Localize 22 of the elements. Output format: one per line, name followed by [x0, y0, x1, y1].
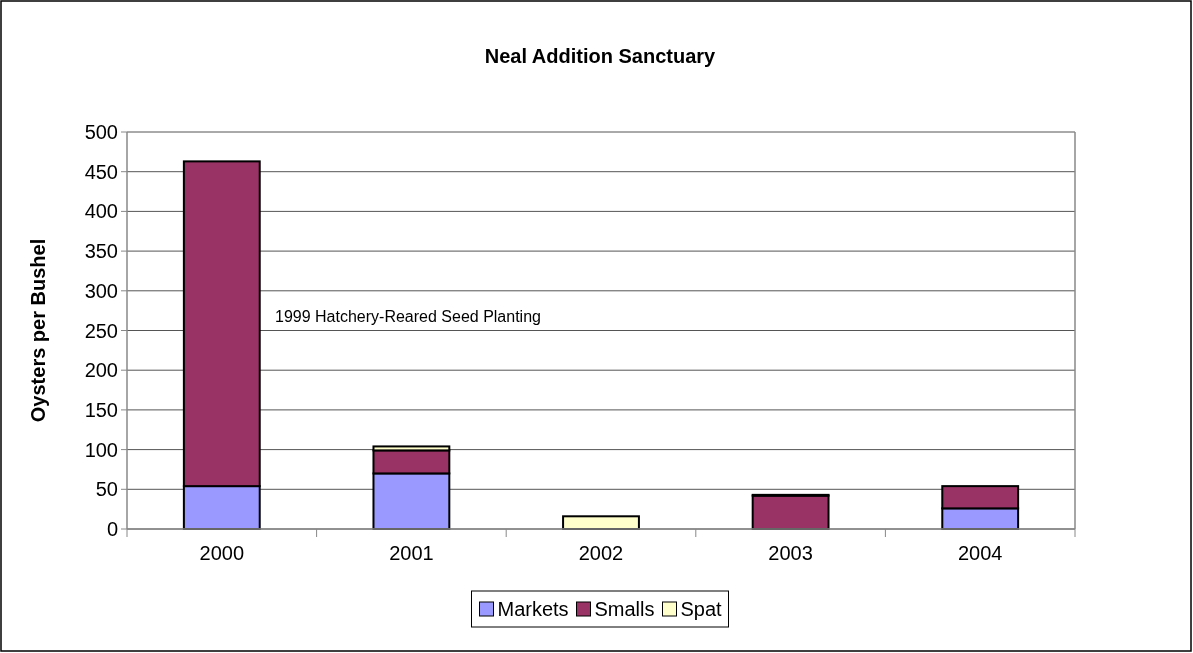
- y-tick-label: 0: [106, 518, 118, 540]
- y-tick-label: 450: [84, 160, 118, 183]
- x-tick-label: 2004: [957, 542, 1003, 564]
- legend-label: Smalls: [594, 598, 655, 620]
- annotation: 1999 Hatchery-Reared Seed Planting: [275, 308, 541, 325]
- y-tick-label: 400: [84, 200, 118, 223]
- y-axis-title: Oysters per Bushel: [27, 238, 49, 423]
- y-tick-label: 50: [95, 478, 118, 501]
- y-tick-label: 150: [84, 398, 118, 421]
- y-tick-label: 250: [84, 319, 118, 342]
- y-tick-label: 100: [84, 438, 118, 461]
- legend-label: Spat: [680, 598, 723, 620]
- x-tick-label: 2002: [578, 542, 624, 564]
- y-tick-label: 350: [84, 240, 118, 263]
- y-tick-label: 300: [84, 279, 118, 302]
- y-tick-label: 200: [84, 359, 118, 382]
- x-tick-label: 2001: [389, 542, 434, 564]
- y-tick-label: 500: [84, 121, 118, 143]
- x-tick-label: 2000: [199, 542, 245, 564]
- legend-label: Markets: [497, 598, 569, 620]
- chart-title: Neal Addition Sanctuary: [484, 45, 717, 67]
- x-tick-label: 2003: [768, 542, 813, 564]
